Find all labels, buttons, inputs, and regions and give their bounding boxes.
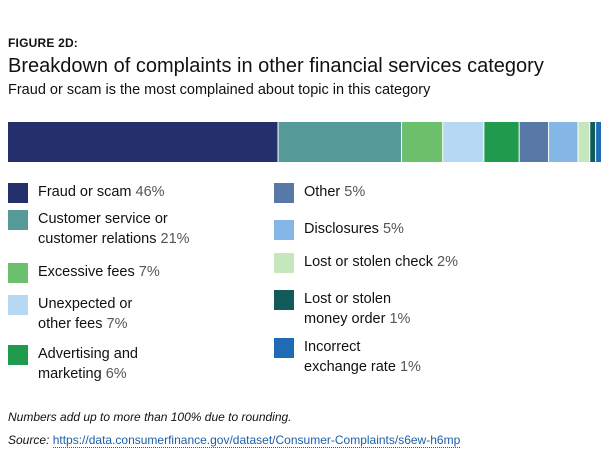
bar-segment-1 — [278, 122, 402, 162]
legend-percent: 1% — [399, 359, 421, 375]
legend-label-line1: Fraud or scam — [38, 184, 132, 200]
stacked-bar-chart — [8, 122, 601, 162]
legend-swatch — [8, 210, 28, 230]
legend-percent: 46% — [135, 184, 165, 200]
legend-percent: 1% — [389, 311, 411, 327]
legend-item-9: Incorrect exchange rate 1% — [274, 337, 421, 377]
legend-label: Fraud or scam 46% — [38, 182, 165, 202]
bar-segment-2 — [402, 122, 443, 162]
legend-label: Other 5% — [304, 182, 365, 202]
bar-segment-5 — [519, 122, 549, 162]
legend-label-line1: Excessive fees — [38, 264, 135, 280]
legend-item-5: Other 5% — [274, 182, 365, 203]
legend-label-line1: Lost or stolen check — [304, 254, 433, 270]
legend-swatch — [274, 253, 294, 273]
legend-label-line2: exchange rate — [304, 359, 396, 375]
legend-item-1: Customer service or customer relations 21… — [8, 209, 190, 249]
bar-segment-8 — [590, 122, 596, 162]
bar-segment-0 — [8, 122, 278, 162]
legend-percent: 7% — [138, 264, 160, 280]
legend-label: Customer service or customer relations 21… — [38, 209, 190, 249]
legend-item-2: Excessive fees 7% — [8, 262, 160, 283]
legend-label: Disclosures 5% — [304, 219, 404, 239]
legend-item-3: Unexpected or other fees 7% — [8, 294, 132, 334]
legend-swatch — [8, 183, 28, 203]
legend-percent: 7% — [106, 316, 128, 332]
legend-swatch — [274, 220, 294, 240]
legend-percent: 5% — [344, 184, 366, 200]
legend-swatch — [8, 263, 28, 283]
bar-segment-6 — [549, 122, 578, 162]
legend-label-line2: money order — [304, 311, 386, 327]
source-label: Source: — [8, 433, 50, 447]
legend-label-line1: Other — [304, 184, 341, 200]
legend-label-line1: Incorrect — [304, 339, 361, 355]
legend-label-line2: other fees — [38, 316, 103, 332]
legend-label-line1: Customer service or — [38, 211, 168, 227]
legend-percent: 6% — [105, 366, 127, 382]
bar-segment-7 — [578, 122, 590, 162]
legend-label: Lost or stolen check 2% — [304, 252, 458, 272]
legend-percent: 2% — [437, 254, 458, 270]
legend-label: Incorrect exchange rate 1% — [304, 337, 421, 377]
legend-item-6: Disclosures 5% — [274, 219, 404, 240]
chart-title: Breakdown of complaints in other financi… — [8, 55, 544, 77]
legend-label-line2: marketing — [38, 366, 102, 382]
bar-segment-4 — [484, 122, 519, 162]
legend-swatch — [274, 338, 294, 358]
source-line: Source: https://data.consumerfinance.gov… — [8, 433, 461, 448]
chart-subtitle: Fraud or scam is the most complained abo… — [8, 82, 431, 98]
legend-label-line1: Disclosures — [304, 221, 379, 237]
source-link[interactable]: https://data.consumerfinance.gov/dataset… — [52, 433, 461, 448]
legend-label: Excessive fees 7% — [38, 262, 160, 282]
legend-label-line1: Unexpected or — [38, 296, 133, 312]
legend-swatch — [8, 295, 28, 315]
legend-item-8: Lost or stolen money order 1% — [274, 289, 410, 329]
legend-label: Lost or stolen money order 1% — [304, 289, 410, 329]
legend-swatch — [8, 345, 28, 365]
figure-label: FIGURE 2D: — [8, 36, 79, 50]
rounding-note: Numbers add up to more than 100% due to … — [8, 410, 292, 424]
legend-item-0: Fraud or scam 46% — [8, 182, 165, 203]
legend-swatch — [274, 183, 294, 203]
legend-item-4: Advertising and marketing 6% — [8, 344, 138, 384]
legend-label-line2: customer relations — [38, 231, 157, 247]
legend-item-7: Lost or stolen check 2% — [274, 252, 458, 273]
legend-label: Advertising and marketing 6% — [38, 344, 138, 384]
legend-percent: 5% — [382, 221, 404, 237]
legend-label-line1: Advertising and — [38, 346, 138, 362]
legend-swatch — [274, 290, 294, 310]
bar-segment-3 — [443, 122, 484, 162]
legend-label-line1: Lost or stolen — [304, 291, 392, 307]
legend-percent: 21% — [160, 231, 190, 247]
bar-segment-9 — [596, 122, 601, 162]
legend-label: Unexpected or other fees 7% — [38, 294, 132, 334]
